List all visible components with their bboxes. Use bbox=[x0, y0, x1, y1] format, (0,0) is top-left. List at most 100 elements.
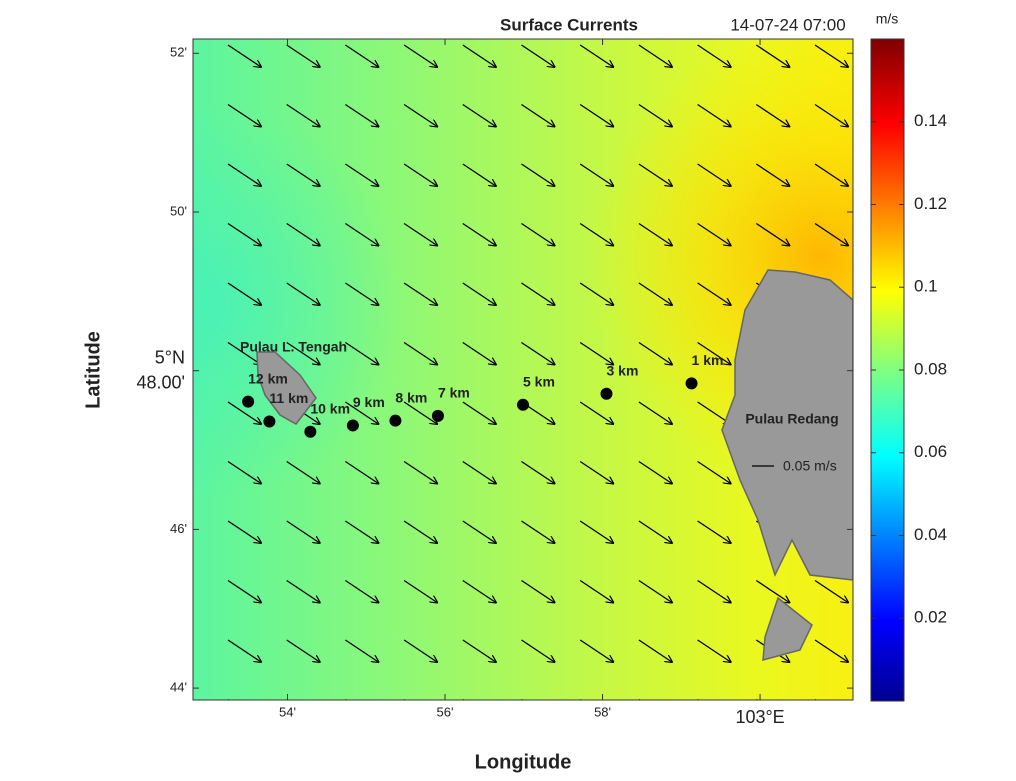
station bbox=[517, 398, 529, 411]
current-arrow bbox=[638, 520, 672, 543]
current-arrow bbox=[286, 639, 320, 662]
colorbar-tick-label: 0.14 bbox=[914, 111, 947, 130]
island bbox=[762, 596, 813, 662]
station-label: 5 km bbox=[523, 374, 555, 390]
current-arrow bbox=[462, 222, 496, 246]
current-arrow bbox=[345, 44, 378, 67]
station bbox=[263, 415, 276, 428]
current-arrow bbox=[697, 639, 731, 662]
current-arrow bbox=[286, 460, 320, 484]
map-area bbox=[193, 39, 853, 700]
current-arrow bbox=[403, 44, 437, 67]
station-label: 11 km bbox=[269, 390, 308, 406]
current-arrow bbox=[345, 579, 378, 603]
current-arrow bbox=[755, 103, 789, 127]
station-label: 1 km bbox=[692, 352, 724, 368]
current-arrow bbox=[462, 44, 496, 67]
y-tick-label: 5°N bbox=[155, 347, 185, 367]
current-arrow bbox=[345, 401, 378, 424]
current-arrow bbox=[521, 639, 555, 662]
current-arrow bbox=[227, 103, 261, 127]
current-arrow bbox=[579, 44, 613, 67]
map-frame bbox=[192, 38, 854, 701]
current-arrow bbox=[638, 460, 672, 484]
y-tick-label: 46' bbox=[170, 521, 187, 536]
current-arrow bbox=[579, 639, 613, 662]
colorbar-unit: m/s bbox=[876, 11, 899, 27]
current-arrow bbox=[462, 282, 496, 305]
current-arrow bbox=[345, 222, 378, 246]
island bbox=[721, 269, 853, 581]
current-arrow bbox=[697, 341, 731, 365]
current-arrow bbox=[227, 579, 261, 603]
current-arrow bbox=[462, 520, 496, 543]
current-arrow bbox=[638, 341, 672, 365]
current-arrow bbox=[814, 163, 848, 186]
current-arrow bbox=[462, 341, 496, 365]
current-arrow bbox=[521, 222, 555, 246]
current-arrow bbox=[227, 520, 261, 543]
current-arrow bbox=[403, 639, 437, 662]
current-arrow bbox=[521, 341, 555, 365]
island-label: Pulau L. Tengah bbox=[240, 339, 347, 355]
current-arrow bbox=[638, 44, 672, 67]
current-arrow bbox=[403, 163, 437, 186]
island-label: Pulau Redang bbox=[745, 411, 838, 427]
current-arrow bbox=[403, 579, 437, 603]
current-arrow bbox=[579, 520, 613, 543]
station bbox=[304, 425, 317, 438]
current-arrow bbox=[345, 460, 378, 484]
current-arrow bbox=[697, 698, 700, 700]
current-arrow bbox=[227, 222, 261, 246]
current-arrow bbox=[345, 639, 378, 662]
colorbar bbox=[870, 38, 905, 702]
current-arrow bbox=[462, 579, 496, 603]
x-tick-label: 54' bbox=[279, 704, 296, 719]
current-arrow bbox=[638, 698, 641, 700]
y-tick-label: 52' bbox=[170, 45, 187, 60]
current-arrow bbox=[345, 103, 378, 127]
current-arrow bbox=[638, 639, 672, 662]
current-arrow bbox=[755, 163, 789, 186]
current-arrow bbox=[286, 579, 320, 603]
y-tick-label: 50' bbox=[170, 203, 187, 218]
station-label: 9 km bbox=[353, 394, 385, 410]
current-arrow bbox=[286, 103, 320, 127]
x-tick-label: 56' bbox=[437, 704, 454, 719]
current-arrow bbox=[521, 282, 555, 305]
current-arrow bbox=[286, 520, 320, 543]
current-arrow bbox=[227, 639, 261, 662]
current-arrow bbox=[579, 103, 613, 127]
current-arrow bbox=[697, 222, 731, 246]
current-arrow bbox=[462, 698, 465, 700]
current-arrow bbox=[227, 163, 261, 186]
station-label: 10 km bbox=[310, 400, 350, 416]
current-arrow bbox=[345, 698, 348, 700]
station bbox=[242, 395, 255, 408]
timestamp: 14-07-24 07:00 bbox=[730, 15, 845, 34]
current-arrow bbox=[638, 222, 672, 246]
station bbox=[600, 387, 613, 400]
current-arrow bbox=[521, 103, 555, 127]
current-arrow bbox=[814, 103, 848, 127]
station bbox=[431, 409, 444, 422]
current-arrow bbox=[403, 103, 437, 127]
current-arrow bbox=[697, 44, 731, 67]
current-arrow bbox=[345, 341, 378, 365]
current-arrow bbox=[579, 460, 613, 484]
current-arrow bbox=[814, 639, 848, 662]
station-label: 8 km bbox=[395, 389, 427, 405]
y-tick-label: 48.00' bbox=[137, 372, 185, 392]
current-arrow bbox=[579, 222, 613, 246]
current-arrow bbox=[403, 520, 437, 543]
y-tick-label: 44' bbox=[170, 680, 187, 695]
current-arrow bbox=[521, 579, 555, 603]
station-label: 7 km bbox=[438, 385, 470, 401]
current-arrow bbox=[638, 163, 672, 186]
colorbar-tick-label: 0.02 bbox=[914, 608, 947, 627]
station bbox=[389, 414, 402, 427]
current-arrow bbox=[345, 520, 378, 543]
current-arrow bbox=[403, 282, 437, 305]
